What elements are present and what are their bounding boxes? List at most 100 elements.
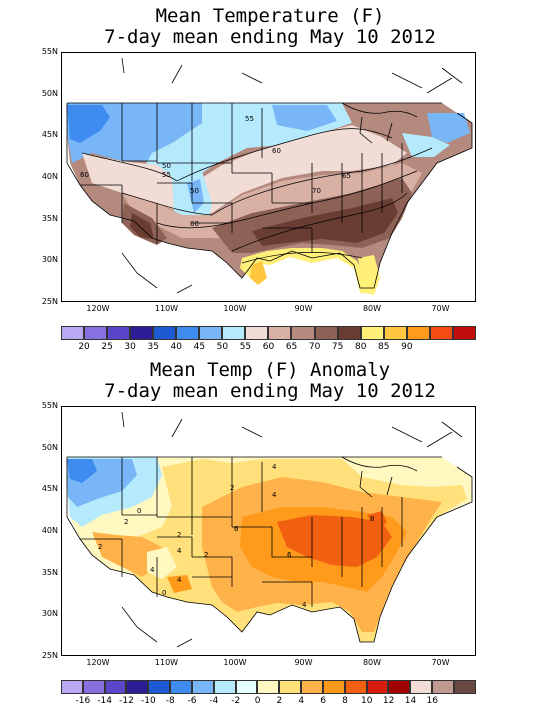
lon-tick-label: 90W (294, 658, 313, 667)
colorbar-swatch (82, 680, 105, 694)
contour-label: 55 (245, 115, 254, 123)
colorbar-label: 10 (361, 696, 373, 706)
svg-text:2: 2 (98, 543, 102, 551)
boundaries-anom (66, 411, 473, 648)
colorbar-swatch (222, 326, 246, 340)
colorbar-label: 14 (404, 696, 417, 706)
colorbar-swatch (429, 326, 453, 340)
colorbar-label: 16 (426, 696, 439, 706)
lat-tick-label: 45N (41, 130, 58, 140)
colorbar-label: -2 (231, 696, 241, 706)
colorbar-swatch (279, 680, 302, 694)
contour-label: 60 (272, 147, 281, 155)
lat-tick-label: 35N (41, 567, 58, 577)
colorbar-label: 6 (320, 696, 326, 706)
region-anom-6-sw (167, 575, 192, 593)
contour-label: 65 (342, 172, 351, 180)
colorbar-swatch (61, 326, 85, 340)
svg-text:0: 0 (137, 507, 141, 515)
colorbar-label: 75 (331, 342, 344, 352)
colorbar-label: 55 (239, 342, 252, 352)
lon-tick-label: 120W (86, 304, 110, 313)
colorbar-swatch (61, 680, 83, 694)
colorbar-swatch (104, 680, 127, 694)
colorbar-label: 40 (170, 342, 182, 352)
svg-text:4: 4 (177, 576, 182, 584)
lon-tick-label: 100W (223, 304, 247, 313)
lat-tick-label: 50N (41, 88, 58, 98)
svg-text:2: 2 (177, 531, 181, 539)
colorbar-swatch (153, 326, 177, 340)
colorbar-label: -14 (97, 696, 113, 706)
region-rockies-inner (187, 179, 204, 213)
colorbar-label: 80 (354, 342, 367, 352)
colorbar-swatch (452, 326, 476, 340)
colorbar-label: 45 (193, 342, 206, 352)
colorbar-swatch (199, 326, 223, 340)
bottom-colorbar (61, 680, 476, 696)
colorbar-swatch (170, 680, 192, 694)
colorbar-label: 12 (382, 696, 395, 706)
colorbar-label: 25 (101, 342, 113, 352)
colorbar-swatch (257, 680, 280, 694)
boundaries (66, 57, 473, 294)
region-anom-0-mt (147, 547, 177, 579)
lon-tick-label: 90W (294, 304, 313, 313)
svg-text:4: 4 (177, 547, 182, 555)
lat-tick-label: 35N (41, 213, 58, 223)
lat-tick-label: 55N (41, 47, 58, 56)
contour-label: 55 (162, 171, 171, 179)
lat-tick-label: 45N (41, 484, 58, 494)
colorbar-swatch (432, 680, 454, 694)
colorbar-label: 20 (78, 342, 90, 352)
colorbar-swatch (291, 326, 315, 340)
contours (81, 128, 433, 264)
lon-tick-label: 80W (362, 304, 382, 313)
contour-label: 60 (190, 220, 199, 228)
colorbar-label: 30 (124, 342, 136, 352)
colorbar-swatch (453, 680, 476, 694)
lat-tick-label: 25N (41, 297, 58, 306)
bottom-map-graphic: 2 4 2 0 2 4 6 6 8 4 4 2 4 4 0 2 (66, 411, 473, 648)
lat-tick-label: 30N (41, 609, 58, 619)
colorbar-swatch (176, 326, 200, 340)
colorbar-swatch (107, 326, 131, 340)
colorbar-label: 4 (298, 696, 305, 706)
svg-text:6: 6 (287, 551, 292, 559)
colorbar-swatch (388, 680, 411, 694)
colorbar-label: 0 (254, 696, 261, 706)
colorbar-label: 85 (378, 342, 390, 352)
colorbar-swatch (360, 326, 384, 340)
lat-tick-label: 55N (41, 401, 58, 410)
lon-tick-label: 110W (154, 304, 179, 313)
colorbar-swatch (126, 680, 149, 694)
svg-text:6: 6 (234, 525, 239, 533)
top-title-line1: Mean Temperature (F) (155, 5, 385, 27)
colorbar-label: -10 (141, 696, 156, 706)
top-temperature-map: 55 60 65 70 50 55 50 60 60 (61, 52, 476, 302)
svg-text:2: 2 (204, 551, 208, 559)
bottom-title-line2: 7-day mean ending May 10 2012 (104, 380, 436, 402)
lon-tick-label: 100W (223, 658, 247, 667)
svg-text:4: 4 (272, 463, 277, 471)
colorbar-label: 90 (401, 342, 413, 352)
colorbar-swatch (314, 326, 338, 340)
colorbar-label: 65 (285, 342, 298, 352)
colorbar-swatch (235, 680, 258, 694)
lat-tick-label: 30N (41, 255, 58, 265)
region-upper-midwest-blue (272, 105, 337, 131)
contour-label: 60 (80, 171, 89, 179)
colorbar-swatch (366, 680, 389, 694)
lat-tick-label: 40N (41, 526, 58, 535)
bottom-anomaly-map: 2 4 2 0 2 4 6 6 8 4 4 2 4 4 0 2 (61, 406, 476, 656)
colorbar-swatch (301, 680, 323, 694)
contour-label: 70 (312, 187, 321, 195)
colorbar-swatch (245, 326, 269, 340)
contour-label: 50 (190, 187, 199, 195)
svg-text:2: 2 (124, 518, 128, 526)
lon-tick-label: 70W (431, 304, 450, 313)
top-contour-labels: 55 60 65 70 50 55 50 60 60 (80, 115, 351, 228)
colorbar-swatch (322, 680, 345, 694)
lon-tick-label: 120W (86, 658, 110, 667)
lat-tick-label: 25N (41, 651, 58, 660)
